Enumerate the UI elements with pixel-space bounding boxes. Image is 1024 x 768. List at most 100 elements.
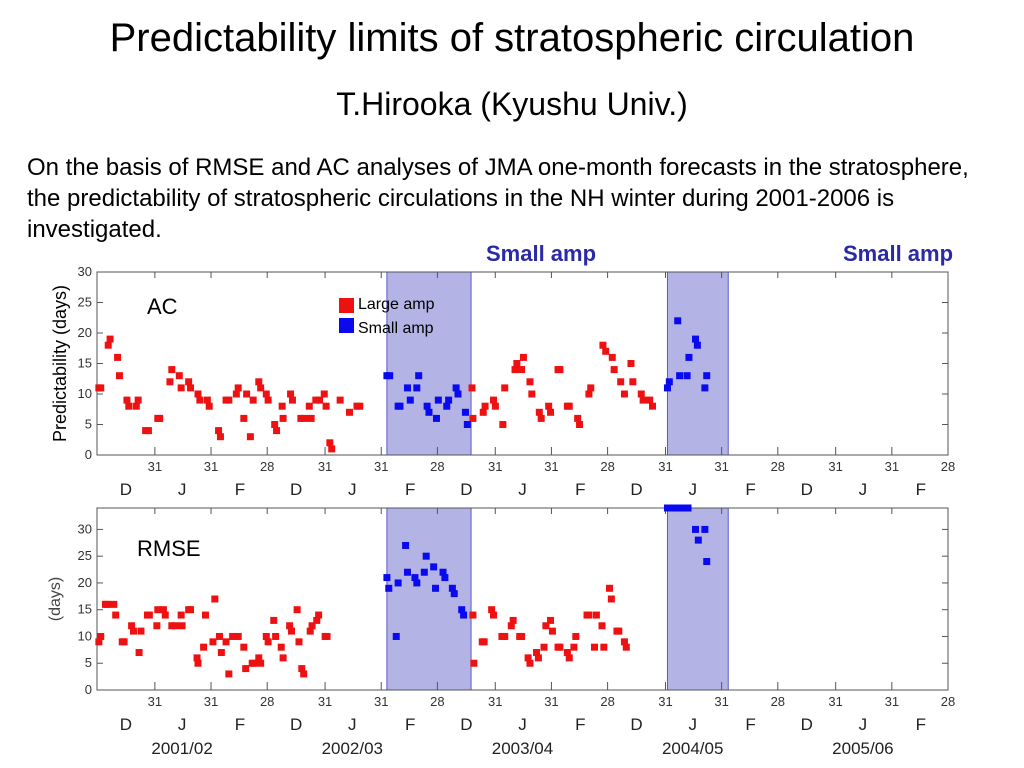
large-amp-point — [356, 402, 364, 410]
month-label: D — [120, 480, 132, 499]
y-tick-label: 20 — [78, 325, 92, 340]
month-label: J — [518, 480, 527, 499]
large-amp-point — [602, 347, 610, 355]
x-tick-label: 28 — [430, 459, 444, 474]
small-amp-point — [430, 563, 438, 571]
season-label: 2004/05 — [662, 739, 723, 758]
month-label: D — [460, 480, 472, 499]
month-label: D — [801, 715, 813, 734]
legend-label-large-amp: Large amp — [358, 296, 435, 313]
large-amp-point — [490, 396, 498, 404]
small-amp-point — [666, 504, 674, 512]
large-amp-point — [229, 632, 237, 640]
small-amp-point — [692, 525, 700, 533]
x-tick-label: 31 — [204, 459, 218, 474]
large-amp-point — [270, 616, 278, 624]
large-amp-point — [622, 643, 630, 651]
x-tick-label: 31 — [148, 694, 162, 709]
large-amp-point — [312, 396, 320, 404]
legend-swatch-small-amp — [339, 318, 354, 333]
large-amp-point — [499, 421, 507, 428]
large-amp-point — [216, 632, 224, 640]
large-amp-point — [217, 649, 225, 657]
large-amp-point — [336, 396, 344, 404]
large-amp-point — [234, 384, 242, 392]
y-tick-label: 25 — [78, 295, 92, 310]
x-tick-label: 31 — [714, 459, 728, 474]
large-amp-point — [490, 611, 498, 619]
large-amp-point — [203, 396, 211, 404]
large-amp-point — [323, 632, 331, 640]
large-amp-point — [154, 606, 162, 614]
x-tick-label: 31 — [828, 694, 842, 709]
large-amp-point — [320, 390, 328, 398]
large-amp-point — [123, 396, 131, 404]
large-amp-point — [277, 643, 285, 651]
large-amp-point — [526, 378, 534, 386]
large-amp-point — [307, 414, 315, 422]
large-amp-point — [175, 372, 183, 380]
large-amp-point — [257, 659, 265, 667]
x-tick-label: 31 — [544, 694, 558, 709]
x-tick-label: 31 — [658, 694, 672, 709]
large-amp-point — [279, 654, 287, 662]
small-amp-point — [415, 372, 423, 380]
small-amp-point — [432, 414, 440, 422]
small-amp-point — [684, 504, 692, 512]
large-amp-point — [556, 366, 564, 374]
large-amp-point — [196, 396, 204, 404]
small-amp-point — [454, 390, 462, 398]
small-amp-point — [683, 372, 691, 380]
large-amp-point — [572, 632, 580, 640]
large-amp-point — [288, 627, 296, 635]
small-amp-point — [450, 590, 458, 598]
month-label: F — [575, 480, 585, 499]
large-amp-point — [257, 384, 265, 392]
large-amp-point — [528, 390, 536, 398]
y-tick-label: 25 — [78, 548, 92, 563]
panel-label: AC — [147, 294, 178, 319]
legend-label-small-amp: Small amp — [358, 320, 434, 337]
month-label: F — [916, 715, 926, 734]
month-label: J — [178, 715, 187, 734]
page-title: Predictability limits of stratospheric c… — [109, 16, 915, 60]
large-amp-point — [168, 622, 176, 630]
large-amp-point — [168, 366, 176, 374]
x-tick-label: 31 — [488, 459, 502, 474]
large-amp-point — [234, 632, 242, 640]
month-label: J — [859, 480, 868, 499]
large-amp-point — [211, 595, 219, 603]
large-amp-point — [215, 427, 223, 435]
x-tick-label: 31 — [885, 694, 899, 709]
month-label: F — [235, 715, 245, 734]
shade-label-small-amp-2003: Small amp — [486, 241, 597, 266]
month-label: J — [348, 480, 357, 499]
small-amp-point — [386, 372, 394, 380]
small-amp-point — [383, 574, 391, 582]
small-amp-point — [385, 584, 393, 592]
large-amp-point — [161, 611, 169, 619]
month-label: F — [916, 480, 926, 499]
season-label: 2001/02 — [151, 739, 212, 758]
large-amp-point — [313, 616, 321, 624]
large-amp-point — [470, 659, 478, 667]
small-amp-point — [452, 384, 460, 392]
small-amp-point — [701, 384, 709, 392]
y-tick-label: 0 — [85, 447, 92, 462]
large-amp-point — [518, 366, 526, 374]
month-label: J — [859, 715, 868, 734]
small-amp-point — [411, 574, 419, 582]
large-amp-point — [293, 606, 301, 614]
large-amp-point — [301, 414, 309, 422]
large-amp-point — [600, 643, 608, 651]
large-amp-point — [316, 396, 324, 404]
large-amp-point — [194, 390, 202, 398]
small-amp-point — [432, 584, 440, 592]
small-amp-point — [701, 525, 709, 533]
large-amp-point — [315, 611, 323, 619]
large-amp-point — [648, 402, 656, 410]
large-amp-point — [120, 638, 128, 646]
small-amp-point — [460, 611, 468, 619]
month-label: D — [120, 715, 132, 734]
small-amp-point — [463, 421, 471, 428]
